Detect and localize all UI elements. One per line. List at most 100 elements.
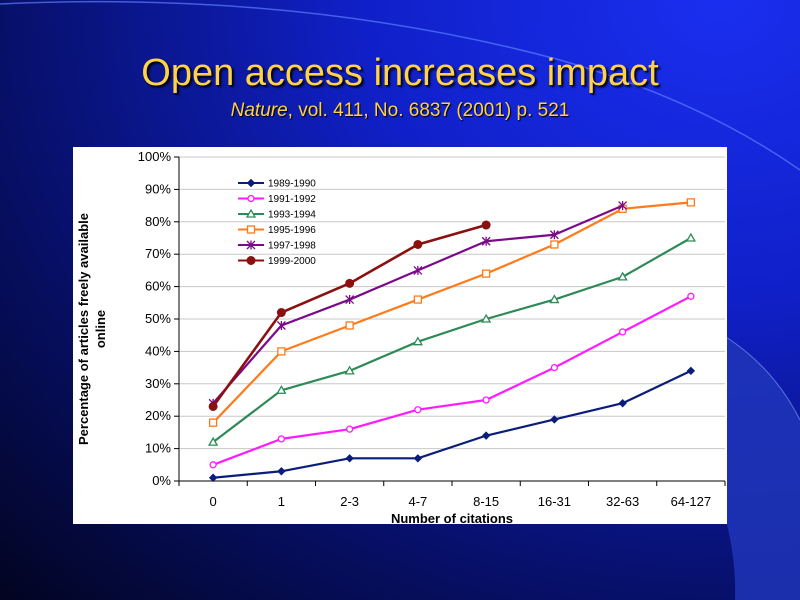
data-point [686,198,696,207]
y-tick-labels: 0% 10% 20% 30% 40% 50% 60% 70% 80% 90% 100% [138,149,172,488]
data-point [412,336,423,346]
data-point [618,328,627,336]
data-point [345,321,354,330]
series-line [212,295,692,466]
y-tick-label: 90% [145,181,171,196]
data-point [549,230,559,240]
legend-label: 1995-1996 [268,225,316,236]
series-line [212,201,691,424]
data-point [345,425,354,433]
data-point [686,366,696,376]
data-point [276,384,287,394]
y-tick-label: 40% [145,343,171,358]
series-1995-1996 [208,198,696,427]
series-line [213,369,692,479]
legend-marker [246,240,256,250]
data-point [277,435,286,443]
data-point [345,295,355,305]
data-point [481,220,491,230]
data-point [345,454,354,463]
y-tick-label: 30% [145,376,171,391]
legend-item: 1991-1992 [238,194,316,205]
subtitle-citation: , vol. 411, No. 6837 (2001) p. 521 [287,100,570,121]
legend-item: 1997-1998 [238,240,316,252]
slide-header: Open access increases impact Nature, vol… [0,50,800,124]
series-1989-1990 [208,366,696,482]
slide-title: Open access increases impact [141,52,659,94]
y-axis-title-line1: Percentage of articles freely available [76,213,91,445]
x-tick-label: 0 [210,494,217,509]
legend: 1989-1990 1991-1992 1993-1994 1995-1996 1997… [238,179,316,267]
legend-item: 1999-2000 [238,256,316,267]
x-tick-label: 8-15 [473,494,499,509]
y-tick-label: 0% [152,473,171,488]
legend-label: 1991-1992 [268,194,316,205]
data-point [550,363,559,372]
x-axis-title: Number of citations [391,511,513,524]
data-point [618,201,628,211]
data-point [413,239,423,249]
x-tick-labels: 0 1 2-3 4-7 8-15 16-31 32-63 64-127 [210,494,712,509]
data-point [685,232,696,242]
legend-label: 1989-1990 [268,179,316,190]
subtitle-journal: Nature [230,100,288,121]
data-point [481,313,492,323]
legend-item: 1989-1990 [238,179,316,190]
legend-marker [246,256,256,265]
data-point [277,347,286,356]
data-point [618,399,627,408]
data-point [208,401,218,411]
data-point [413,265,423,275]
data-point [482,396,490,404]
series-1993-1994 [208,232,696,446]
data-point [208,418,218,427]
data-point [345,278,355,288]
data-point [481,236,491,246]
y-tick-label: 20% [145,408,171,423]
chart-panel: 0% 10% 20% 30% 40% 50% 60% 70% 80% 90% 100% 0 1 2-3 4… [73,147,727,524]
legend-label: 1997-1998 [268,241,316,252]
y-tick-label: 70% [145,246,171,261]
y-tick-label: 10% [145,441,171,456]
data-point [549,294,560,304]
axes [174,156,726,486]
data-point [617,271,628,281]
grid-lines [179,156,725,450]
x-tick-label: 1 [278,494,285,509]
y-tick-label: 60% [145,279,171,294]
x-tick-label: 64-127 [671,494,711,509]
data-point [276,308,286,318]
data-point [344,365,355,375]
data-point [413,295,423,304]
line-chart: 0% 10% 20% 30% 40% 50% 60% 70% 80% 90% 100% 0 1 2-3 4… [76,149,726,524]
series-group [208,198,696,482]
data-point [413,454,423,463]
y-tick-label: 80% [145,214,171,229]
data-point [277,467,286,476]
legend-item: 1995-1996 [238,225,316,236]
x-tick-label: 32-63 [606,494,639,509]
data-point [414,406,422,414]
x-tick-label: 2-3 [340,494,359,509]
data-point [208,473,218,482]
data-point [550,240,559,249]
legend-marker [246,225,256,234]
x-tick-label: 4-7 [408,494,427,509]
data-point [481,269,491,278]
series-1997-1998 [208,201,628,408]
series-1991-1992 [209,292,695,469]
legend-label: 1993-1994 [268,210,316,221]
legend-marker [247,194,255,203]
data-point [687,292,695,300]
y-tick-label: 50% [145,311,171,326]
data-point [208,436,219,446]
legend-item: 1993-1994 [238,208,316,221]
legend-marker [246,178,256,188]
legend-marker [245,208,257,218]
legend-label: 1999-2000 [268,256,316,267]
data-point [276,320,286,330]
slide-subtitle: Nature, vol. 411, No. 6837 (2001) p. 521 [0,98,800,124]
series-1999-2000 [208,220,491,411]
data-point [481,431,491,440]
data-point [209,461,217,469]
